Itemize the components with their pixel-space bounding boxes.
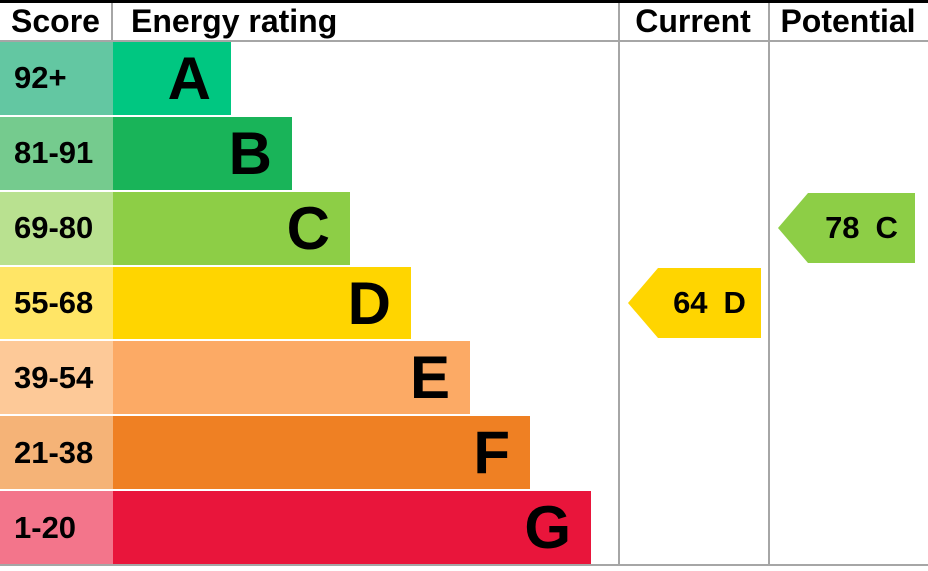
band-score-range: 55-68 [14,285,94,320]
current-rating-letter: D [723,285,746,320]
band-row: 55-68 D [0,266,928,342]
chart-bottom-border [0,564,928,566]
band-score-range: 92+ [14,60,67,96]
band-letter: A [167,44,211,112]
band-row: 1-20 G [0,491,928,565]
band-score-cell: 55-68 [0,266,113,340]
energy-band-bar: G [113,491,591,565]
potential-column-header: Potential [780,3,916,39]
band-row: 39-54 E [0,341,928,417]
band-score-cell: 92+ [0,42,113,115]
band-letter: F [473,419,510,487]
potential-rating-arrow: 78 C [778,193,915,263]
energy-band-bar: E [113,341,470,415]
band-score-range: 39-54 [14,359,94,395]
band-row: 92+ A [0,42,928,117]
band-score-range: 69-80 [14,210,94,246]
header-underline [0,40,928,42]
energy-band-bar: A [113,42,231,115]
band-letter: C [286,194,330,262]
energy-band-bar: C [113,191,350,265]
current-column-separator [618,3,620,566]
current-rating-value: 64 [673,285,708,320]
band-row: 21-38 F [0,416,928,492]
band-score-cell: 1-20 [0,491,113,565]
band-score-cell: 39-54 [0,341,113,415]
band-letter: B [228,119,272,187]
band-score-range: 1-20 [14,509,77,545]
band-letter: E [409,344,450,412]
energy-band-bar: F [113,416,530,490]
band-row: 81-91 B [0,116,928,192]
energy-band-bar: B [113,116,292,190]
chart-header: Score Energy rating Current Potential [0,3,928,40]
band-letter: G [524,494,571,562]
band-letter: D [347,269,391,337]
potential-rating-letter: C [875,210,898,245]
band-rows: 92+ A 81-91 B 69-80 C 55-68 D 39-54 E [0,42,928,565]
energy-rating-column-header: Energy rating [131,3,338,39]
band-score-cell: 81-91 [0,116,113,190]
potential-column-separator [768,3,770,566]
band-score-cell: 69-80 [0,191,113,265]
band-score-cell: 21-38 [0,416,113,490]
band-score-range: 81-91 [14,135,94,171]
chart-top-border [0,0,928,3]
band-row: 69-80 C [0,191,928,267]
potential-rating-value: 78 [825,210,860,245]
energy-band-bar: D [113,266,411,340]
score-column-header: Score [0,3,113,40]
band-score-range: 21-38 [14,434,94,470]
current-rating-arrow: 64 D [628,268,761,338]
current-column-header: Current [635,3,751,39]
